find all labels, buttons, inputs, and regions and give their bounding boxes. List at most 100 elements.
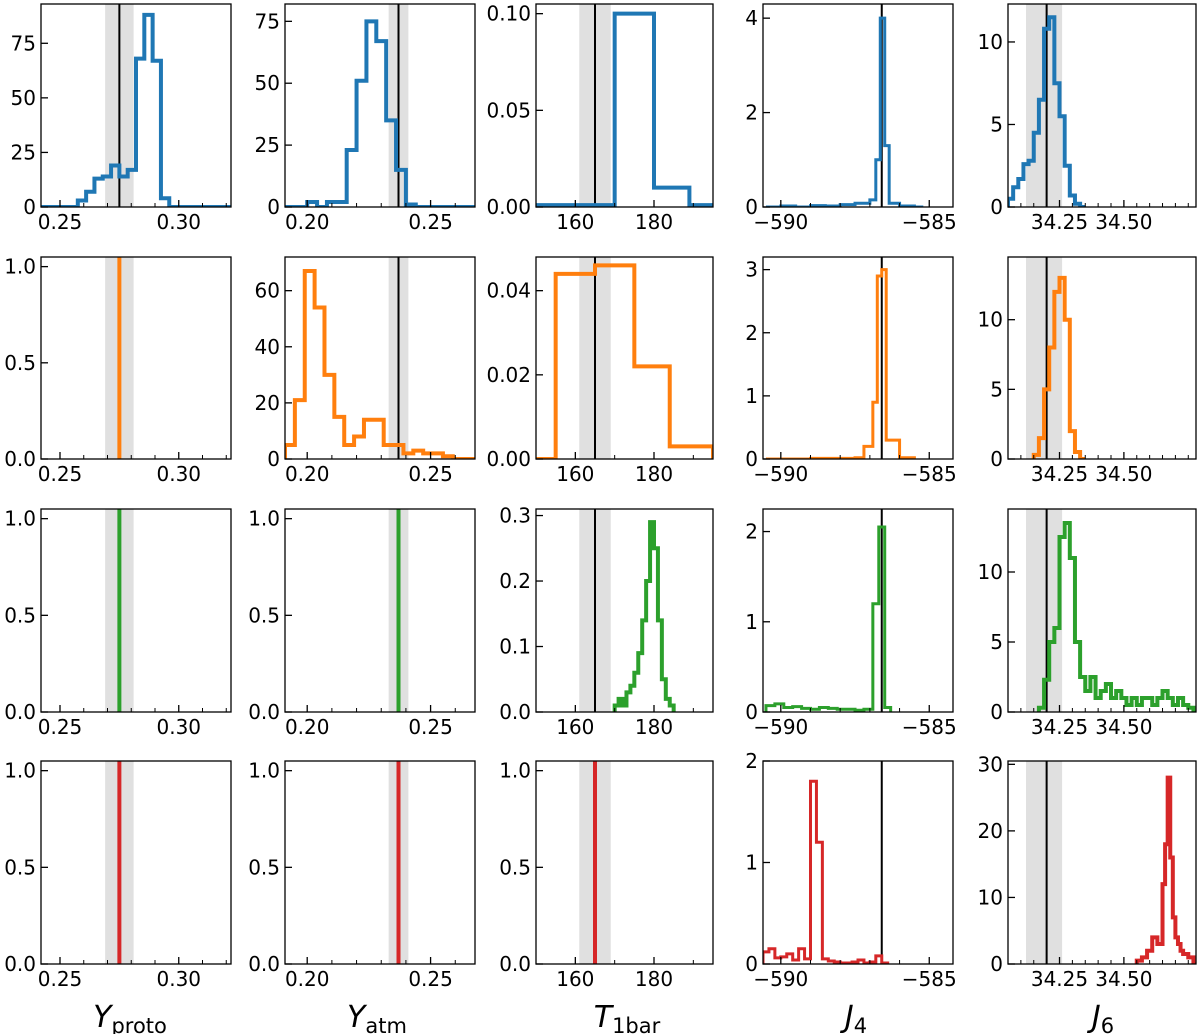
y-tick-label: 25 — [255, 133, 280, 157]
panel-plot-area — [1026, 509, 1196, 712]
panel-r1-c1: 0.20 0.25 0 20 40 60 — [255, 256, 476, 486]
x-tick-label: 0.20 — [285, 462, 330, 486]
y-tick-label: 75 — [11, 31, 36, 55]
y-tick-label: 20 — [978, 819, 1003, 843]
x-tick-label: 180 — [635, 715, 673, 739]
y-tick-label: 60 — [255, 279, 280, 303]
panel-frame — [762, 760, 954, 965]
panel-plot-area — [1008, 4, 1086, 207]
panel-frame — [535, 760, 714, 965]
panel-r3-c1: 0.20 0.25 0.0 0.5 1.0 — [248, 759, 476, 991]
x-tick-label: 0.25 — [38, 462, 83, 486]
y-tick-label: 0 — [745, 700, 758, 724]
y-tick-label: 0.0 — [4, 447, 36, 471]
uncertainty-band — [1026, 761, 1063, 964]
y-tick-label: 0.0 — [499, 700, 531, 724]
x-tick-label: 34.50 — [1095, 967, 1152, 991]
x-tick-label: 0.30 — [156, 715, 201, 739]
xlabel-y-atm: Yatm — [347, 1000, 407, 1034]
panel-frame — [284, 760, 476, 965]
y-tick-label: 0.02 — [486, 363, 531, 387]
x-tick-label: 0.20 — [285, 967, 330, 991]
x-tick-label: 0.30 — [156, 462, 201, 486]
y-tick-label: 0.5 — [248, 603, 280, 627]
y-tick-label: 0.0 — [248, 952, 280, 976]
panel-frame — [1007, 256, 1197, 460]
panel-plot-area — [765, 257, 916, 459]
x-tick-label: 160 — [556, 967, 594, 991]
y-tick-label: 0.04 — [486, 279, 531, 303]
histogram-step — [285, 269, 475, 459]
panel-plot-area — [536, 257, 713, 459]
panel-r0-c0: 0.25 0.30 0 25 50 75 — [11, 3, 232, 234]
panel-plot-area — [105, 761, 134, 964]
y-tick-label: 10 — [978, 560, 1003, 584]
x-tick-label: 0.25 — [408, 462, 453, 486]
panel-plot-area — [41, 4, 231, 207]
y-tick-label: 5 — [990, 630, 1003, 654]
y-tick-label: 2 — [745, 520, 758, 544]
panel-frame — [762, 508, 954, 713]
panel-frame — [1007, 508, 1197, 713]
y-tick-label: 10 — [978, 308, 1003, 332]
y-tick-label: 0.05 — [486, 98, 531, 122]
x-tick-label: 0.20 — [285, 715, 330, 739]
y-tick-label: 0 — [990, 195, 1003, 219]
y-tick-label: 0.2 — [499, 569, 531, 593]
panel-r1-c4: 34.25 34.50 0 5 10 — [978, 256, 1197, 486]
x-tick-label: 0.25 — [38, 210, 83, 234]
x-tick-label: 0.25 — [408, 715, 453, 739]
x-tick-label: −590 — [753, 967, 808, 991]
y-tick-label: 0.0 — [4, 952, 36, 976]
panel-plot-area — [1026, 257, 1086, 459]
y-tick-label: 0 — [267, 195, 280, 219]
histogram-step — [1036, 521, 1196, 712]
histogram-step — [1134, 775, 1196, 964]
y-tick-label: 30 — [978, 752, 1003, 776]
y-tick-label: 1.0 — [248, 507, 280, 531]
histogram-step — [1008, 15, 1086, 207]
panel-r2-c1: 0.20 0.25 0.0 0.5 1.0 — [248, 507, 476, 739]
y-tick-label: 0.0 — [499, 952, 531, 976]
y-tick-label: 10 — [978, 30, 1003, 54]
panel-frame — [762, 256, 954, 460]
y-tick-label: 0 — [990, 952, 1003, 976]
panel-frame — [40, 3, 232, 208]
panel-plot-area — [764, 509, 893, 712]
panel-r2-c4: 34.25 34.50 0 5 10 — [978, 508, 1197, 739]
y-tick-label: 0.3 — [499, 504, 531, 528]
panel-plot-area — [388, 761, 409, 964]
x-tick-label: 0.25 — [38, 715, 83, 739]
xlabel-t-1bar: T1bar — [594, 1000, 661, 1034]
y-tick-label: 0.10 — [486, 2, 531, 26]
y-tick-label: 1.0 — [499, 759, 531, 783]
histogram-step — [765, 268, 916, 459]
y-tick-label: 50 — [255, 71, 280, 95]
panel-plot-area — [579, 761, 611, 964]
panel-r0-c1: 0.20 0.25 0 25 50 75 — [255, 3, 476, 234]
y-tick-label: 0.5 — [4, 855, 36, 879]
y-tick-label: 2 — [745, 101, 758, 125]
histogram-step — [285, 19, 475, 207]
y-tick-label: 75 — [255, 9, 280, 33]
panel-r3-c2: 160 180 0.0 0.5 1.0 — [499, 759, 714, 991]
panel-frame — [284, 3, 476, 208]
panel-frame — [535, 508, 714, 713]
panel-plot-area — [105, 509, 134, 712]
panel-frame — [284, 256, 476, 460]
x-tick-label: 160 — [556, 462, 594, 486]
panel-frame — [535, 256, 714, 460]
y-tick-label: 0 — [745, 952, 758, 976]
x-tick-label: 160 — [556, 715, 594, 739]
x-tick-label: 34.50 — [1095, 715, 1152, 739]
xlabel-j6: J6 — [1087, 1000, 1114, 1034]
panel-plot-area — [536, 4, 713, 207]
panel-r1-c3: −590 −585 0 1 2 3 — [745, 256, 957, 486]
x-tick-label: 0.30 — [156, 210, 201, 234]
y-tick-label: 4 — [745, 6, 758, 30]
y-tick-label: 1.0 — [248, 759, 280, 783]
histogram-step — [41, 12, 231, 207]
y-tick-label: 1 — [745, 851, 758, 875]
panel-frame — [535, 3, 714, 208]
